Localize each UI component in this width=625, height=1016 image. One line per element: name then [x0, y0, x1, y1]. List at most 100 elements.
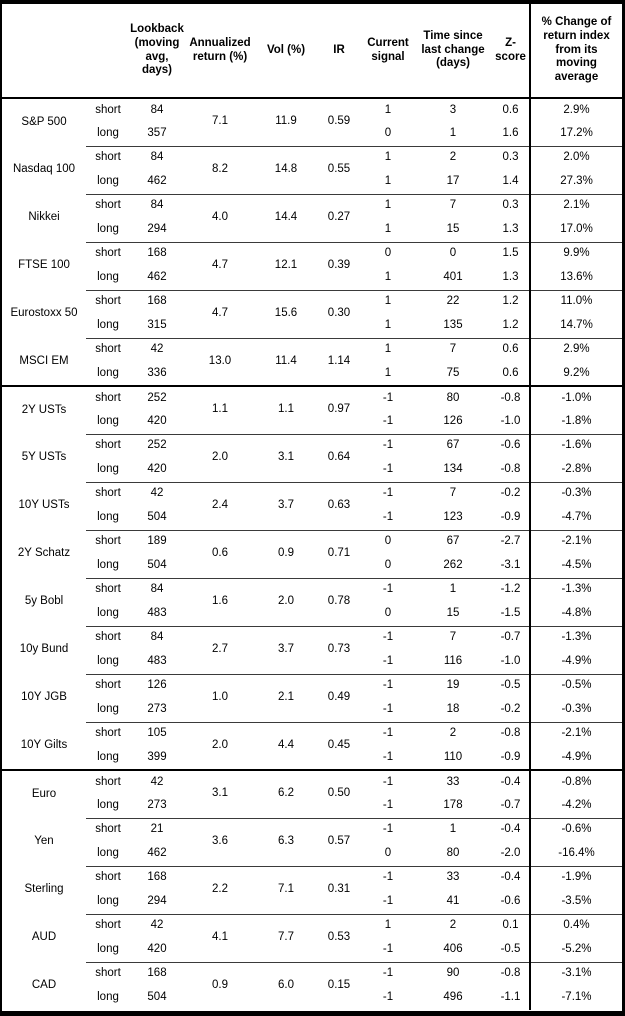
instrument-name: 5Y USTs	[21, 451, 67, 464]
time-since-change-value: 15	[446, 222, 460, 235]
z-score-value: 1.2	[492, 289, 530, 314]
instrument-row-short: S&P 500 short 84 7.1 11.9 0.59 1 3 0.6 2.9%	[2, 98, 622, 128]
lookback-value: 420	[147, 942, 167, 955]
leg-label-short: short	[86, 769, 130, 794]
current-signal-value: -1	[362, 385, 414, 410]
time-since-change-value: 67	[414, 529, 492, 554]
z-score-value: -3.1	[500, 558, 521, 571]
z-score-value: -0.9	[500, 510, 521, 523]
lookback-value: 168	[130, 289, 184, 314]
instrument-row-short: MSCI EM short 42 13.0 11.4 1.14 1 7 0.6 2.9%	[2, 337, 622, 386]
pct-change-value: -0.3%	[529, 481, 622, 506]
time-since-change-value: 67	[414, 433, 492, 458]
z-score-value: -1.1	[500, 991, 521, 1004]
leg-label-short: short	[86, 193, 130, 218]
z-score-value: -0.9	[500, 750, 521, 763]
pct-change-value: 17.0%	[529, 218, 622, 242]
vol-value: 4.4	[256, 721, 316, 770]
time-since-change-value: 3	[449, 103, 457, 116]
ir-value: 0.49	[316, 673, 362, 722]
time-since-change-value: 2	[414, 145, 492, 170]
lookback-value: 21	[130, 817, 184, 842]
col-header-annualized-return: Annualized return (%)	[184, 4, 256, 99]
pct-change-value: 2.9%	[529, 98, 622, 122]
col-header-vol: Vol (%)	[256, 4, 316, 99]
pct-change-value: -1.0%	[529, 385, 622, 410]
pct-change-value: -5.2%	[529, 938, 622, 962]
time-since-change-value: 7	[414, 625, 492, 650]
leg-label-short: short	[86, 673, 130, 698]
current-signal-value: -1	[382, 462, 394, 475]
lookback-value: 483	[147, 606, 167, 619]
lookback-value: 42	[130, 913, 184, 938]
lookback-value: 105	[130, 721, 184, 746]
current-signal-value: -1	[362, 865, 414, 890]
z-score-value: 0.3	[492, 193, 530, 218]
signal-table: Lookback (moving avg, days) Annualized r…	[2, 4, 622, 1010]
time-since-change-value: 116	[443, 654, 463, 667]
z-score-value: -1.5	[500, 606, 521, 619]
annualized-return-value: 2.0	[184, 721, 256, 770]
z-score-value: 1.2	[502, 318, 519, 331]
pct-change-value: -0.3%	[529, 698, 622, 722]
time-since-change-value: 178	[443, 798, 463, 811]
instrument-name: Euro	[2, 769, 86, 818]
pct-change-value: -4.9%	[529, 650, 622, 674]
instrument-row-long: long 420 -1 134 -0.8 -2.8%	[2, 458, 622, 482]
current-signal-value: -1	[362, 961, 414, 986]
time-since-change-value: 80	[414, 385, 492, 410]
z-score-value: -0.5	[500, 942, 521, 955]
lookback-value: 168	[130, 865, 184, 890]
pct-change-value: -4.9%	[529, 746, 622, 770]
annualized-return-value: 4.1	[184, 913, 256, 962]
current-signal-value: 1	[384, 174, 392, 187]
instrument-row-short: 10Y Gilts short 105 2.0 4.4 0.45 -1 2 -0.8 -2.1%	[2, 721, 622, 770]
instrument-row-short: CAD short 168 0.9 6.0 0.15 -1 90 -0.8 -3.1%	[2, 961, 622, 1010]
time-since-change-value: 123	[443, 510, 463, 523]
leg-label-long: long	[97, 606, 119, 619]
current-signal-value: 1	[362, 289, 414, 314]
instrument-row-long: long 315 1 135 1.2 14.7%	[2, 314, 622, 338]
lookback-value: 420	[147, 462, 167, 475]
current-signal-value: 0	[384, 846, 392, 859]
leg-label-short: short	[86, 289, 130, 314]
ir-value: 0.97	[316, 385, 362, 434]
current-signal-value: 1	[384, 318, 392, 331]
lookback-value: 462	[147, 174, 167, 187]
annualized-return-value: 13.0	[184, 337, 256, 386]
instrument-name: Nikkei	[28, 211, 60, 224]
current-signal-value: 0	[362, 529, 414, 554]
annualized-return-value: 7.1	[212, 115, 228, 128]
pct-change-value: -0.8%	[529, 769, 622, 794]
leg-label-long: long	[97, 270, 119, 283]
pct-change-value: 14.7%	[529, 314, 622, 338]
annualized-return-value: 4.0	[184, 193, 256, 242]
col-header-time-since-change: Time since last change (days)	[414, 4, 492, 99]
time-since-change-value: 15	[446, 606, 460, 619]
col-header-pct-change: % Change of return index from its moving…	[529, 4, 622, 99]
annualized-return-value: 4.7	[184, 241, 256, 290]
pct-change-value: -3.5%	[529, 890, 622, 914]
lookback-value: 126	[130, 673, 184, 698]
time-since-change-value: 18	[446, 702, 460, 715]
pct-change-value: -0.6%	[529, 817, 622, 842]
current-signal-value: -1	[362, 481, 414, 506]
leg-label-short: short	[95, 103, 121, 116]
pct-change-value: -4.8%	[529, 602, 622, 626]
z-score-value: -0.7	[500, 798, 521, 811]
z-score-value: -0.5	[492, 673, 530, 698]
instrument-row-long: long 483 0 15 -1.5 -4.8%	[2, 602, 622, 626]
instrument-row-long: long 483 -1 116 -1.0 -4.9%	[2, 650, 622, 674]
ir-value: 0.53	[316, 913, 362, 962]
time-since-change-value: 134	[443, 462, 463, 475]
pct-change-value: -1.3%	[529, 577, 622, 602]
current-signal-value: -1	[382, 942, 394, 955]
time-since-change-value: 406	[443, 942, 463, 955]
leg-label-long: long	[97, 991, 119, 1004]
time-since-change-value: 33	[414, 865, 492, 890]
leg-label-short: short	[86, 577, 130, 602]
vol-value: 3.1	[256, 433, 316, 482]
ir-value: 0.31	[316, 865, 362, 914]
lookback-value: 252	[130, 433, 184, 458]
pct-change-value: -2.1%	[529, 529, 622, 554]
